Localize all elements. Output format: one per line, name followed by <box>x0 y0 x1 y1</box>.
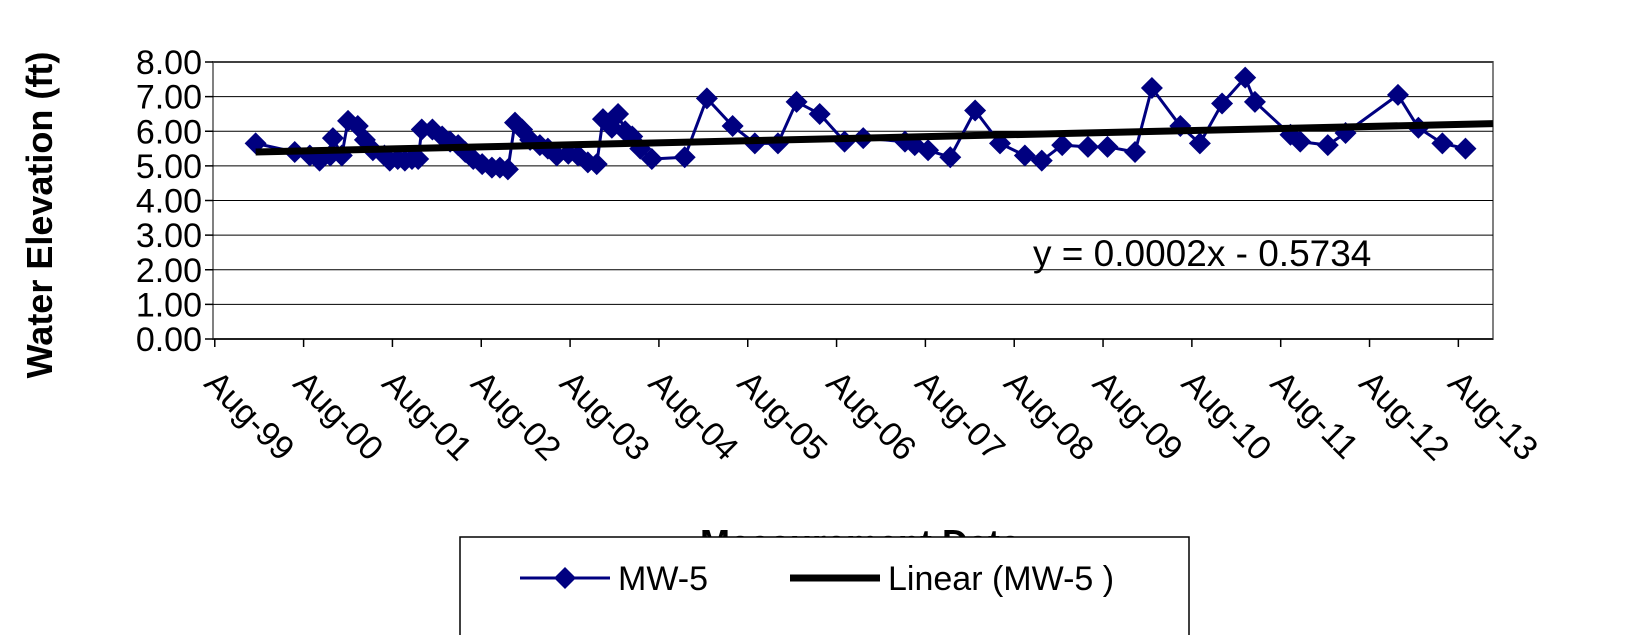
data-point <box>1431 132 1454 155</box>
x-tick-label: Aug-11 <box>1263 364 1366 467</box>
data-point <box>939 146 962 169</box>
legend-marker <box>554 567 576 589</box>
y-tick-label: 0.00 <box>136 321 202 359</box>
y-tick-label: 7.00 <box>136 79 202 117</box>
x-tick-label: Aug-00 <box>286 364 390 468</box>
data-point <box>496 158 519 181</box>
data-point <box>1454 137 1477 160</box>
data-point <box>585 153 608 176</box>
data-point <box>1096 135 1119 158</box>
legend-label: MW-5 <box>618 560 708 598</box>
x-tick-label: Aug-99 <box>197 364 301 468</box>
y-tick-label: 6.00 <box>136 113 202 151</box>
data-point <box>1013 144 1036 167</box>
x-tick-label: Aug-09 <box>1085 364 1189 468</box>
y-axis-title: Water Elevation (ft) <box>19 52 60 379</box>
trend-line <box>255 120 1494 156</box>
legend <box>459 536 1190 635</box>
data-point <box>1051 134 1074 157</box>
x-tick-label: Aug-13 <box>1441 364 1545 468</box>
y-tick-label: 3.00 <box>136 217 202 255</box>
data-point <box>1140 76 1163 99</box>
data-point <box>1188 132 1211 155</box>
data-point <box>607 102 630 125</box>
data-point <box>640 147 663 170</box>
data-point <box>1211 92 1234 115</box>
data-point <box>1243 90 1266 113</box>
data-point <box>1386 83 1409 106</box>
y-tick-label: 2.00 <box>136 252 202 290</box>
data-point <box>1076 135 1099 158</box>
x-tick-label: Aug-06 <box>819 364 923 468</box>
data-point <box>1030 149 1053 172</box>
data-point <box>321 127 344 150</box>
data-point <box>1234 66 1257 89</box>
data-point <box>808 102 831 125</box>
x-tick-label: Aug-01 <box>375 364 479 468</box>
data-point <box>964 99 987 122</box>
data-point <box>721 115 744 138</box>
y-tick-label: 8.00 <box>136 44 202 82</box>
x-tick-label: Aug-02 <box>464 364 568 468</box>
data-point <box>1124 141 1147 164</box>
data-point <box>407 147 430 170</box>
data-point <box>695 87 718 110</box>
data-point <box>673 146 696 169</box>
legend-label: Linear (MW-5 ) <box>888 560 1114 598</box>
x-tick-label: Aug-08 <box>997 364 1101 468</box>
x-tick-label: Aug-12 <box>1352 364 1456 468</box>
data-point <box>1289 130 1312 153</box>
x-tick-label: Aug-10 <box>1174 364 1278 468</box>
x-tick-label: Aug-04 <box>641 364 745 468</box>
x-tick-label: Aug-05 <box>730 364 834 468</box>
x-tick-label: Aug-07 <box>908 364 1012 468</box>
y-tick-label: 4.00 <box>136 183 202 221</box>
data-point <box>1316 134 1339 157</box>
x-tick-label: Aug-03 <box>552 364 656 468</box>
trend-equation: y = 0.0002x - 0.5734 <box>1033 233 1371 274</box>
y-tick-label: 1.00 <box>136 286 202 324</box>
y-tick-label: 5.00 <box>136 148 202 186</box>
data-point <box>785 90 808 113</box>
data-point <box>917 139 940 162</box>
